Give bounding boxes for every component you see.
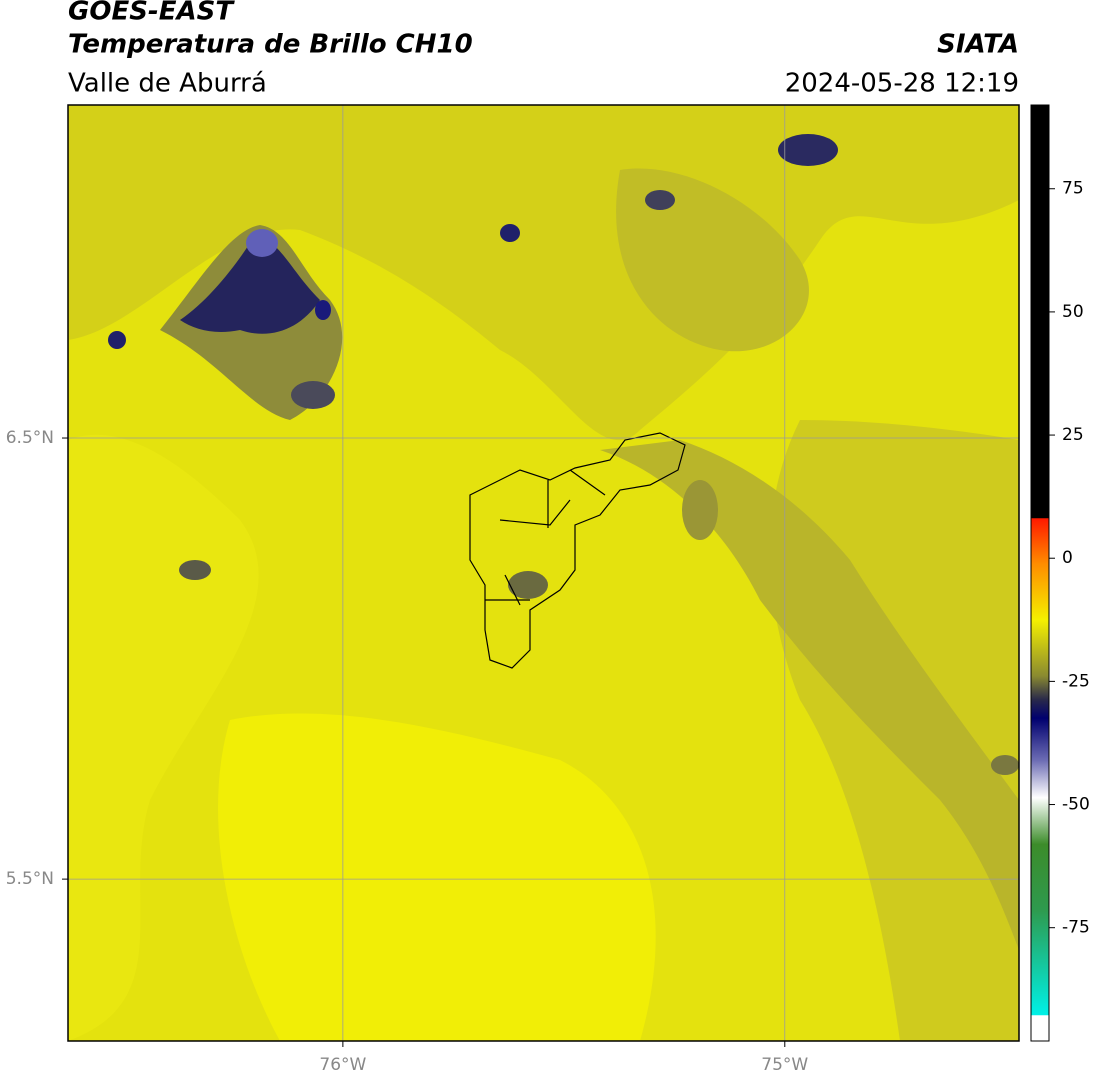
colorbar-tick-label: -50 xyxy=(1062,795,1090,815)
source: SIATA xyxy=(937,30,1019,60)
colorbar-tick-label: 25 xyxy=(1062,425,1084,445)
map-image xyxy=(68,105,1019,1041)
map-frame xyxy=(67,104,1020,1042)
colorbar-tick-label: 75 xyxy=(1062,179,1084,199)
colorbar-tick-label: -25 xyxy=(1062,671,1090,691)
colorbar-tick-label: -75 xyxy=(1062,918,1090,938)
y-tick-label: 5.5°N xyxy=(6,869,54,889)
grid xyxy=(68,105,1019,1041)
datetime: 2024-05-28 12:19 xyxy=(785,69,1019,99)
x-tick-label: 76°W xyxy=(319,1055,366,1075)
colorbar xyxy=(1030,104,1050,1042)
colorbar-tick-label: 0 xyxy=(1062,548,1073,568)
y-tick-label: 6.5°N xyxy=(6,428,54,448)
x-tick-label: 75°W xyxy=(761,1055,808,1075)
subtitle: Temperatura de Brillo CH10 xyxy=(68,30,473,60)
colorbar-tick-label: 50 xyxy=(1062,302,1084,322)
region: Valle de Aburrá xyxy=(68,69,267,99)
title: GOES-EAST xyxy=(68,0,235,27)
